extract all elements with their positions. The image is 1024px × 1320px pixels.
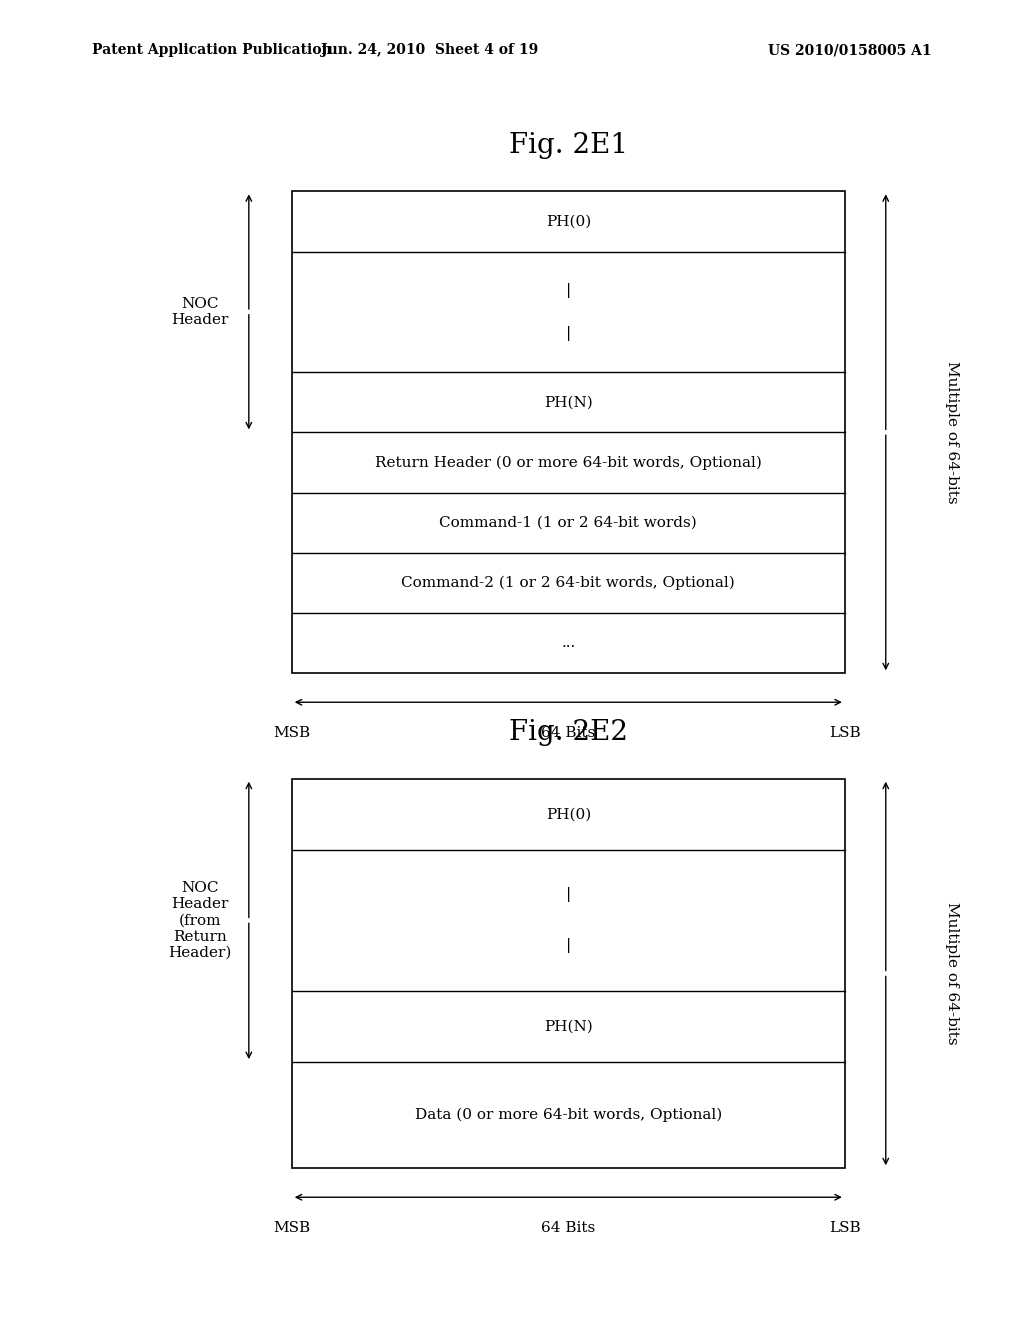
Bar — [292, 191, 845, 673]
Text: LSB: LSB — [829, 1221, 860, 1236]
Text: Multiple of 64-bits: Multiple of 64-bits — [945, 360, 959, 504]
Text: Command-2 (1 or 2 64-bit words, Optional): Command-2 (1 or 2 64-bit words, Optional… — [401, 576, 735, 590]
Text: Fig. 2E1: Fig. 2E1 — [509, 132, 628, 158]
Text: |: | — [565, 282, 571, 298]
Text: MSB: MSB — [273, 726, 310, 741]
Text: PH(0): PH(0) — [546, 215, 591, 228]
Text: |: | — [565, 939, 571, 953]
Text: PH(N): PH(N) — [544, 395, 593, 409]
Text: Fig. 2E2: Fig. 2E2 — [509, 719, 628, 746]
Text: Jun. 24, 2010  Sheet 4 of 19: Jun. 24, 2010 Sheet 4 of 19 — [322, 44, 539, 57]
Text: PH(N): PH(N) — [544, 1019, 593, 1034]
Text: |: | — [565, 326, 571, 341]
Text: 64 Bits: 64 Bits — [542, 1221, 595, 1236]
Text: LSB: LSB — [829, 726, 860, 741]
Text: Return Header (0 or more 64-bit words, Optional): Return Header (0 or more 64-bit words, O… — [375, 455, 762, 470]
Text: Patent Application Publication: Patent Application Publication — [92, 44, 332, 57]
Bar — [292, 779, 845, 1168]
Text: Command-1 (1 or 2 64-bit words): Command-1 (1 or 2 64-bit words) — [439, 516, 697, 529]
Text: ...: ... — [561, 636, 575, 649]
Text: Multiple of 64-bits: Multiple of 64-bits — [945, 902, 959, 1045]
Text: NOC
Header: NOC Header — [171, 297, 228, 327]
Text: Data (0 or more 64-bit words, Optional): Data (0 or more 64-bit words, Optional) — [415, 1107, 722, 1122]
Text: PH(0): PH(0) — [546, 808, 591, 821]
Text: US 2010/0158005 A1: US 2010/0158005 A1 — [768, 44, 932, 57]
Text: NOC
Header
(from
Return
Header): NOC Header (from Return Header) — [168, 880, 231, 960]
Text: |: | — [565, 887, 571, 903]
Text: 64 Bits: 64 Bits — [542, 726, 595, 741]
Text: MSB: MSB — [273, 1221, 310, 1236]
